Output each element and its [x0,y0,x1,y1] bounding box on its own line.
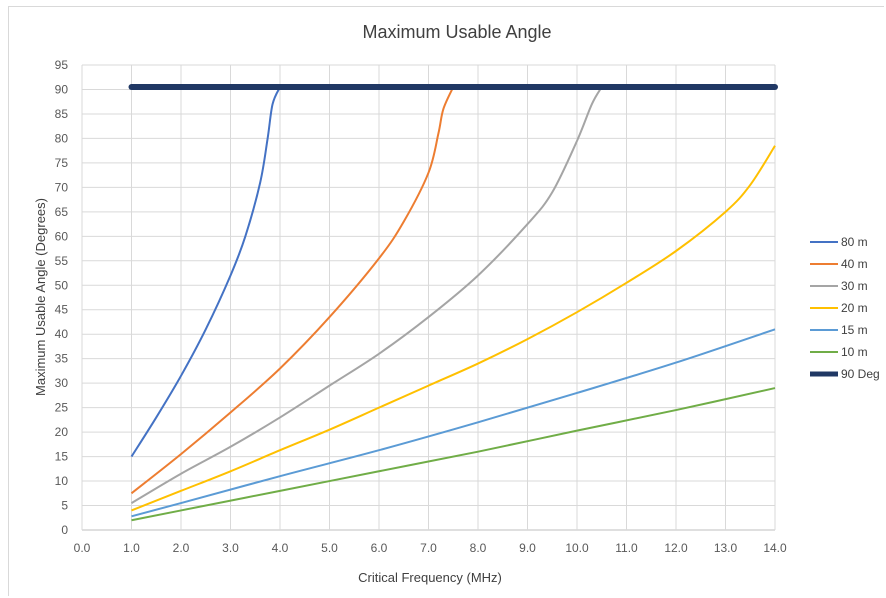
x-tick-label: 0.0 [74,541,91,555]
y-tick-label: 15 [55,450,69,464]
y-axis-label: Maximum Usable Angle (Degrees) [33,198,48,396]
series-line-30-m [130,86,603,504]
y-tick-label: 45 [55,303,69,317]
x-axis-label: Critical Frequency (MHz) [358,570,502,585]
chart-title: Maximum Usable Angle [362,22,551,42]
x-tick-label: 2.0 [173,541,190,555]
y-tick-label: 90 [55,82,69,96]
x-tick-label: 5.0 [321,541,338,555]
series-line-20-m [131,145,776,512]
x-tick-label: 13.0 [714,541,738,555]
series-group [128,84,778,522]
y-tick-label: 95 [55,58,69,72]
y-tick-label: 75 [55,156,69,170]
y-tick-label: 30 [55,376,69,390]
legend-label-15-m: 15 m [841,323,868,337]
y-tick-label: 80 [55,131,69,145]
series-line-40-m [130,86,455,495]
legend-label-90-deg: 90 Deg [841,367,880,381]
x-tick-label: 9.0 [519,541,536,555]
grid [81,64,776,531]
x-tick-label: 7.0 [420,541,437,555]
y-tick-label: 55 [55,254,69,268]
x-tick-label: 3.0 [222,541,239,555]
y-tick-label: 35 [55,352,69,366]
x-tick-label: 12.0 [664,541,688,555]
y-tick-label: 60 [55,229,69,243]
y-tick-label: 85 [55,107,69,121]
y-tick-label: 5 [61,499,68,513]
series-line-10-m [131,387,776,522]
legend-label-10-m: 10 m [841,345,868,359]
legend-label-40-m: 40 m [841,257,868,271]
y-tick-label: 50 [55,278,69,292]
x-tick-label: 1.0 [123,541,140,555]
legend: 80 m 40 m 30 m 20 m 15 m 10 m 90 Deg [810,235,880,381]
x-tick-label: 14.0 [763,541,787,555]
y-tick-label: 0 [61,523,68,537]
y-tick-label: 70 [55,180,69,194]
legend-label-20-m: 20 m [841,301,868,315]
x-tick-label: 10.0 [565,541,589,555]
x-tick-label: 6.0 [371,541,388,555]
legend-label-80-m: 80 m [841,235,868,249]
y-axis-ticks: 0 5 10 15 20 25 30 35 40 45 50 55 60 65 70 75 80 85 90 95 [55,58,69,537]
x-axis-ticks: 0.0 1.0 2.0 3.0 4.0 5.0 6.0 7.0 8.0 9.0 10.0 11.0 12… [74,541,787,555]
x-tick-label: 11.0 [615,541,638,555]
series-line-80-m [130,86,281,458]
x-tick-label: 8.0 [470,541,487,555]
y-tick-label: 40 [55,327,69,341]
chart-frame [8,6,884,596]
y-tick-label: 25 [55,401,69,415]
y-tick-label: 10 [55,474,69,488]
x-tick-label: 4.0 [272,541,289,555]
y-tick-label: 20 [55,425,69,439]
legend-label-30-m: 30 m [841,279,868,293]
series-line-15-m [131,328,776,518]
y-tick-label: 65 [55,205,69,219]
